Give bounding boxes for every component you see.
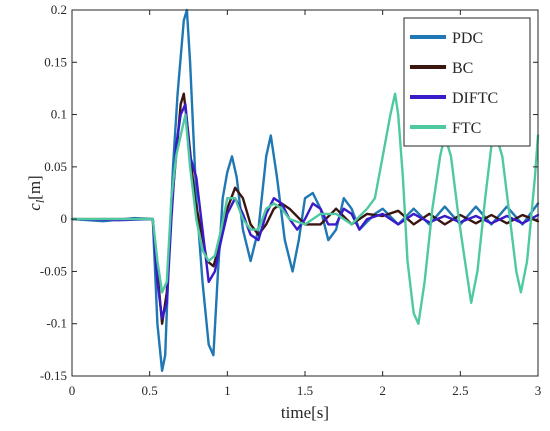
x-tick-label: 3 (535, 383, 542, 398)
x-tick-label: 2 (379, 383, 386, 398)
legend-label-diftc: DIFTC (452, 90, 498, 107)
svg-text:cl[m]: cl[m] (25, 175, 47, 210)
y-tick-label: 0 (61, 211, 68, 226)
series-line-ftc (70, 92, 540, 325)
y-axis-title-main: c (25, 203, 44, 211)
x-axis-title: time[s] (281, 403, 329, 422)
x-axis: 0 0.5 1 1.5 2 2.5 3 (69, 10, 542, 398)
series-line-pdc (70, 8, 540, 372)
y-axis-title: cl[m] (25, 175, 47, 210)
x-tick-label: 0.5 (142, 383, 158, 398)
y-tick-label: 0.15 (44, 54, 67, 69)
y-tick-label: 0.2 (51, 2, 67, 17)
x-tick-label: 1 (224, 383, 231, 398)
y-tick-label: -0.15 (40, 368, 67, 383)
legend: PDC BC DIFTC FTC (403, 17, 531, 147)
x-tick-label: 2.5 (452, 383, 468, 398)
y-axis: -0.15 -0.1 -0.05 0 0.05 0.1 0.15 0.2 (40, 2, 538, 383)
legend-label-bc: BC (452, 60, 473, 77)
legend-label-pdc: PDC (452, 30, 483, 47)
y-tick-label: 0.05 (44, 159, 67, 174)
x-tick-label: 0 (69, 383, 76, 398)
y-axis-title-unit: [m] (25, 175, 44, 200)
y-tick-label: -0.05 (40, 263, 67, 278)
y-tick-label: -0.1 (46, 316, 67, 331)
x-tick-label: 1.5 (297, 383, 313, 398)
series-line-diftc (70, 102, 540, 320)
y-tick-label: 0.1 (51, 107, 67, 122)
series-layer (70, 8, 540, 372)
legend-label-ftc: FTC (452, 120, 481, 137)
y-axis-title-sub: l (33, 199, 47, 203)
legend-box (403, 17, 531, 147)
